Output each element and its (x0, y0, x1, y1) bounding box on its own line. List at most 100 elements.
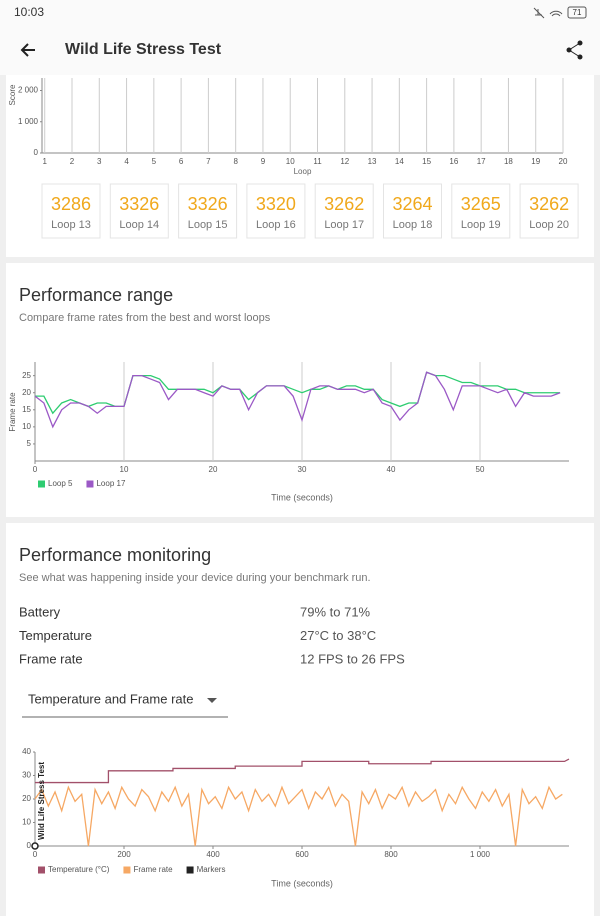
dropdown[interactable]: Temperature and Frame rate (22, 691, 228, 718)
score-card (519, 183, 579, 239)
legend-swatch (86, 480, 94, 488)
score-value: 3326 (119, 194, 159, 214)
score-value: 3262 (529, 194, 569, 214)
battery-icon (567, 6, 587, 19)
score-value: 3326 (188, 194, 228, 214)
score-card (451, 183, 511, 239)
y-axis-label: Frame rate (8, 392, 17, 432)
x-tick-label: 11 (313, 157, 322, 166)
score-label: Loop 20 (529, 219, 569, 231)
score-card (178, 183, 238, 239)
y-tick-label: 10 (22, 818, 31, 827)
section-title: Performance range (19, 285, 173, 305)
series-line (35, 758, 570, 784)
x-tick-label: 400 (206, 850, 220, 859)
marker (31, 842, 39, 850)
x-tick-label: 0 (33, 465, 38, 474)
score-value: 3286 (51, 194, 91, 214)
x-tick-label: 18 (504, 157, 513, 166)
x-tick-label: 2 (70, 157, 75, 166)
row-label: Temperature (19, 628, 92, 643)
section-subtitle: See what was happening inside your devic… (19, 572, 371, 584)
dropdown-arrow (207, 698, 217, 703)
score-label: Loop 17 (324, 219, 364, 231)
y-tick-label: 25 (22, 371, 31, 380)
row-label: Battery (19, 604, 61, 619)
dropdown-label: Temperature and Frame rate (28, 691, 193, 706)
score-value: 3262 (324, 194, 364, 214)
y-tick-label: 30 (22, 771, 31, 780)
x-tick-label: 8 (233, 157, 238, 166)
legend-label: Frame rate (133, 865, 173, 874)
row-label: Frame rate (19, 651, 83, 666)
legend-label: Markers (197, 865, 226, 874)
screen-title: Wild Life Stress Test (65, 41, 222, 58)
y-tick-label: 5 (27, 439, 32, 448)
series-line (34, 785, 563, 847)
x-tick-label: 19 (531, 157, 540, 166)
x-tick-label: 10 (286, 157, 295, 166)
x-axis-label: Time (seconds) (271, 492, 333, 502)
x-tick-label: 3 (97, 157, 102, 166)
score-value: 3264 (392, 194, 432, 214)
x-tick-label: 800 (384, 850, 398, 859)
x-axis-label: Time (seconds) (271, 878, 333, 888)
x-tick-label: 14 (395, 157, 404, 166)
x-tick-label: 600 (295, 850, 309, 859)
legend-label: Loop 5 (48, 479, 73, 488)
x-tick-label: 5 (152, 157, 157, 166)
x-tick-label: 1 000 (470, 850, 491, 859)
mute-icon (533, 7, 545, 19)
section-subtitle: Compare frame rates from the best and wo… (19, 312, 271, 324)
score-label: Loop 15 (188, 219, 228, 231)
x-tick-label: 17 (477, 157, 486, 166)
x-tick-label: 13 (368, 157, 377, 166)
score-card (383, 183, 442, 239)
x-tick-label: 6 (179, 157, 184, 166)
legend-swatch (186, 866, 194, 874)
x-tick-label: 10 (120, 465, 129, 474)
x-tick-label: 9 (261, 157, 266, 166)
y-tick-label: 10 (22, 422, 31, 431)
score-label: Loop 14 (119, 219, 159, 231)
back-button[interactable] (20, 43, 35, 57)
score-label: Loop 18 (393, 219, 433, 231)
card (6, 263, 594, 517)
x-axis-label: Loop (294, 167, 312, 176)
y-tick-label: 0 (27, 841, 32, 850)
top-bar-bg (0, 0, 600, 75)
x-tick-label: 200 (117, 850, 131, 859)
score-label: Loop 16 (256, 219, 296, 231)
x-tick-label: 20 (209, 465, 218, 474)
legend-label: Temperature (°C) (48, 865, 110, 874)
y-tick-label: 15 (22, 405, 31, 414)
x-tick-label: 0 (33, 850, 38, 859)
x-tick-label: 30 (298, 465, 307, 474)
x-tick-label: 40 (387, 465, 396, 474)
clock: 10:03 (14, 5, 44, 19)
marker-label: Wild Life Stress Test (37, 762, 46, 840)
x-tick-label: 20 (559, 157, 568, 166)
battery-level: 71 (573, 8, 582, 17)
row-value: 12 FPS to 26 FPS (300, 651, 405, 666)
score-card (314, 183, 374, 239)
y-axis-label: Score (8, 84, 17, 105)
row-value: 79% to 71% (300, 604, 371, 619)
card (6, 523, 594, 916)
y-tick-label: 20 (22, 388, 31, 397)
x-tick-label: 15 (422, 157, 431, 166)
x-tick-label: 12 (340, 157, 349, 166)
share-button[interactable] (566, 40, 583, 60)
x-tick-label: 1 (43, 157, 48, 166)
score-value: 3320 (256, 194, 296, 214)
x-tick-label: 50 (476, 465, 485, 474)
legend-swatch (123, 866, 131, 874)
score-label: Loop 19 (461, 219, 501, 231)
y-tick-label: 2 000 (18, 86, 39, 95)
row-value: 27°C to 38°C (300, 628, 376, 643)
legend-swatch (38, 480, 45, 488)
wifi-icon (549, 10, 563, 17)
score-label: Loop 13 (51, 219, 91, 231)
